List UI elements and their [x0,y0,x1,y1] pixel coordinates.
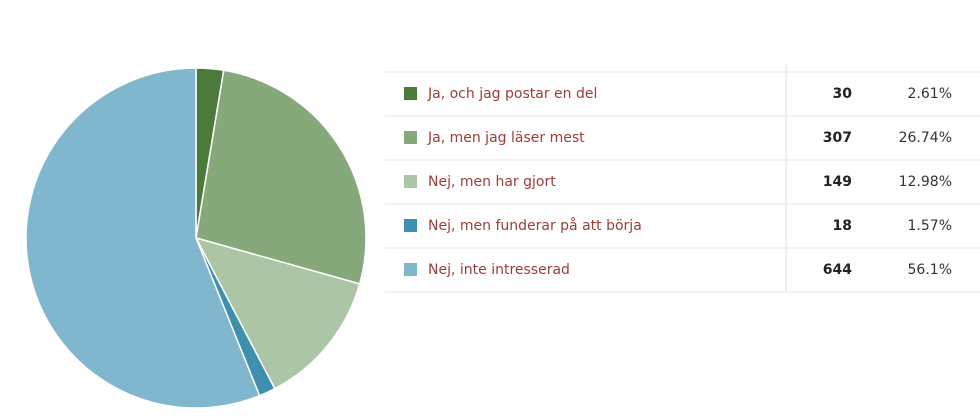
pie-slice [194,236,361,390]
legend-swatch [404,219,417,232]
count: 307 [823,130,852,146]
percentage: 56.1% [908,262,952,278]
category-label: Ja, men jag läser mest [427,130,585,146]
count: 644 [823,262,852,278]
pie-slice [195,69,367,285]
pie-slice [25,67,261,409]
percentage: 12.98% [899,174,952,190]
category-label: Nej, men funderar på att börja [428,217,642,234]
legend-swatch [404,263,417,276]
count: 149 [823,174,852,190]
count: 18 [833,218,852,234]
category-label: Ja, och jag postar en del [427,86,597,102]
count: 30 [833,86,853,102]
legend-swatch [404,87,417,100]
category-label: Nej, men har gjort [428,174,556,190]
percentage: 26.74% [899,130,952,146]
category-label: Nej, inte intresserad [428,262,570,278]
percentage: 1.57% [908,218,952,234]
legend-swatch [404,175,417,188]
legend-swatch [404,131,417,144]
percentage: 2.61% [908,86,952,102]
